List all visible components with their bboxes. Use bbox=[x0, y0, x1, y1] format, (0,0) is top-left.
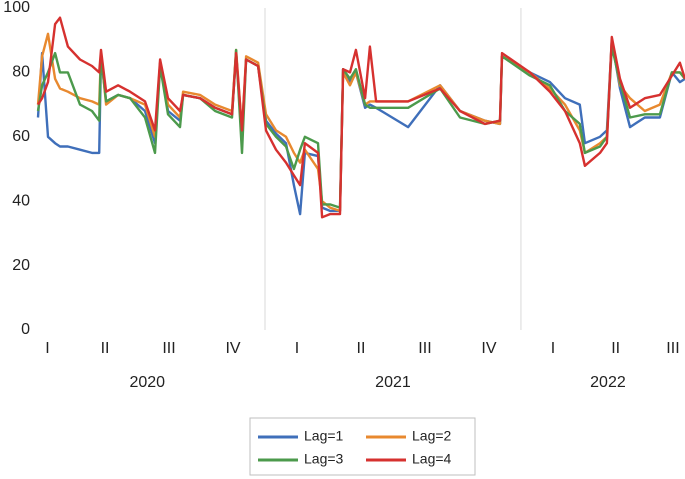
legend-label: Lag=4 bbox=[412, 451, 452, 467]
x-tick-label: II bbox=[357, 340, 366, 357]
series-line bbox=[36, 45, 685, 209]
x-tick-label: II bbox=[101, 340, 110, 357]
x-tick-label: I bbox=[295, 340, 299, 357]
x-tick-label: IV bbox=[225, 340, 240, 357]
series-line bbox=[36, 39, 685, 216]
series-line bbox=[36, 32, 685, 213]
legend-label: Lag=2 bbox=[412, 428, 452, 444]
x-tick-label: I bbox=[551, 340, 555, 357]
x-group-label: 2021 bbox=[375, 374, 411, 391]
y-tick-label: 0 bbox=[21, 321, 30, 338]
y-tick-label: 40 bbox=[12, 192, 30, 209]
series-line bbox=[36, 16, 685, 219]
y-tick-label: 100 bbox=[3, 0, 30, 16]
y-tick-label: 80 bbox=[12, 64, 30, 81]
x-tick-label: IV bbox=[481, 340, 496, 357]
x-tick-label: II bbox=[611, 340, 620, 357]
legend-label: Lag=1 bbox=[304, 428, 344, 444]
x-tick-label: III bbox=[666, 340, 679, 357]
x-tick-label: III bbox=[418, 340, 431, 357]
y-tick-label: 20 bbox=[12, 257, 30, 274]
legend-label: Lag=3 bbox=[304, 451, 344, 467]
x-tick-label: I bbox=[45, 340, 49, 357]
x-group-label: 2022 bbox=[590, 374, 626, 391]
x-tick-label: III bbox=[162, 340, 175, 357]
y-tick-label: 60 bbox=[12, 128, 30, 145]
x-group-label: 2020 bbox=[129, 374, 165, 391]
legend-box bbox=[249, 417, 476, 476]
legend: Lag=1 Lag=2 Lag=3 Lag=4 bbox=[249, 417, 476, 476]
